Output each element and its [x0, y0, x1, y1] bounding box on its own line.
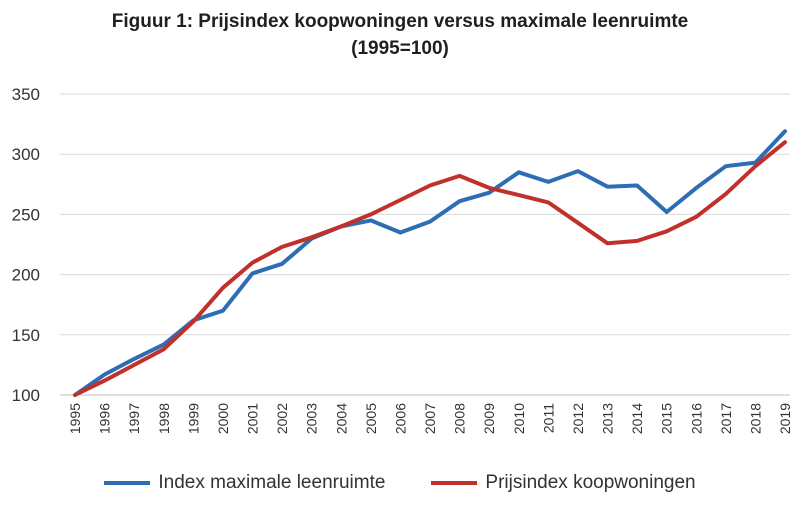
y-tick-label: 150: [12, 326, 40, 345]
line-chart: 100 150 200 250 300 350 1995 1996 1997 1998 1999 2…: [12, 85, 793, 434]
x-tick-label: 1995: [67, 403, 83, 434]
x-tick-label: 2010: [511, 403, 527, 434]
chart-title: Figuur 1: Prijsindex koopwoningen versus…: [0, 8, 800, 62]
x-tick-label: 2007: [422, 403, 438, 434]
x-tick-label: 1997: [126, 403, 142, 434]
gridlines: [60, 93, 790, 396]
x-tick-label: 2002: [274, 403, 290, 434]
x-tick-label: 2017: [718, 403, 734, 434]
x-tick-label: 2008: [452, 403, 468, 434]
x-tick-label: 2018: [747, 403, 763, 434]
legend-swatch: [104, 481, 151, 485]
y-tick-label: 350: [12, 85, 40, 104]
legend-item: Prijsindex koopwoningen: [431, 472, 696, 494]
x-tick-label: 2019: [777, 403, 793, 434]
x-tick-label: 2005: [363, 403, 379, 434]
y-axis-ticks: 100 150 200 250 300 350: [12, 85, 40, 405]
y-tick-label: 200: [12, 266, 40, 285]
x-tick-label: 2013: [600, 403, 616, 434]
x-tick-label: 2009: [481, 403, 497, 434]
legend-swatch: [431, 481, 478, 485]
x-axis-ticks: 1995 1996 1997 1998 1999 2000 2001 2002 2003 2004…: [67, 403, 793, 434]
legend-label: Prijsindex koopwoningen: [485, 472, 696, 493]
x-tick-label: 1999: [185, 403, 201, 434]
series-lines: [73, 129, 787, 397]
x-tick-label: 2004: [333, 403, 349, 434]
chart-title-line: Figuur 1: Prijsindex koopwoningen versus…: [111, 11, 689, 32]
x-tick-label: 2003: [304, 403, 320, 434]
y-tick-label: 100: [12, 386, 40, 405]
y-tick-label: 250: [12, 205, 40, 224]
series-line-1: [73, 140, 787, 397]
x-tick-label: 2012: [570, 403, 586, 434]
x-tick-label: 2014: [629, 403, 645, 434]
series-line-0: [73, 129, 787, 397]
x-tick-label: 2000: [215, 403, 231, 434]
x-tick-label: 2015: [659, 403, 675, 434]
x-tick-label: 1996: [97, 403, 113, 434]
x-tick-label: 2006: [392, 403, 408, 434]
legend: Index maximale leenruimte Prijsindex koop…: [0, 472, 800, 494]
chart-subtitle: (1995=100): [351, 38, 449, 59]
legend-item: Index maximale leenruimte: [104, 472, 385, 494]
x-tick-label: 2016: [688, 403, 704, 434]
x-tick-label: 1998: [156, 403, 172, 434]
x-tick-label: 2001: [245, 403, 261, 434]
y-tick-label: 300: [12, 145, 40, 164]
legend-label: Index maximale leenruimte: [158, 472, 386, 493]
x-tick-label: 2011: [540, 403, 556, 433]
